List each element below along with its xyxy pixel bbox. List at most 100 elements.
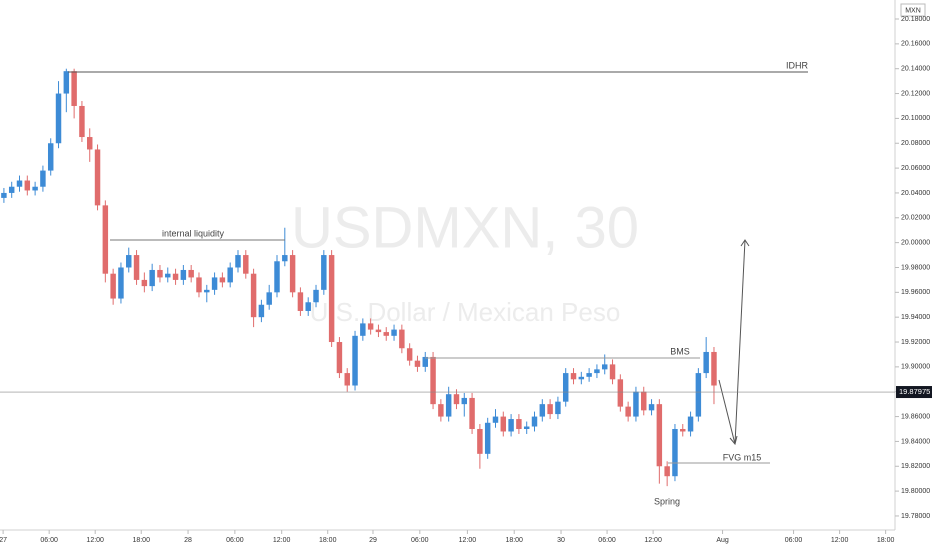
y-tick-label: 19.80000 xyxy=(901,488,930,495)
candle-body xyxy=(313,289,319,303)
candle-body xyxy=(664,466,670,477)
candle-body xyxy=(570,373,577,380)
y-tick-label: 20.04000 xyxy=(901,190,930,197)
y-tick-label: 20.12000 xyxy=(901,90,930,97)
last-price-box xyxy=(896,386,932,399)
x-tick-label: 12:00 xyxy=(459,537,477,544)
candle-body xyxy=(55,93,62,144)
candle-body xyxy=(500,416,507,432)
x-tick-label: 18:00 xyxy=(877,537,895,544)
candle-body xyxy=(648,404,655,411)
last-price-label: 19.87975 xyxy=(899,387,930,396)
candle-body xyxy=(118,267,124,299)
y-tick-label: 19.94000 xyxy=(901,314,930,321)
candle-body xyxy=(352,335,358,386)
candle-body xyxy=(126,255,132,268)
x-tick-label: 18:00 xyxy=(319,537,337,544)
candle-body xyxy=(196,277,202,293)
candle-body xyxy=(336,342,343,374)
x-tick-label: 18:00 xyxy=(132,537,150,544)
x-tick-label: 29 xyxy=(369,537,377,544)
arrowhead xyxy=(729,435,738,446)
y-tick-label: 20.08000 xyxy=(901,140,930,147)
candle-body xyxy=(219,277,226,283)
candle-body xyxy=(63,71,70,94)
candle-body xyxy=(399,329,405,349)
candle-body xyxy=(149,269,155,287)
x-tick-label: 06:00 xyxy=(40,537,58,544)
candle-body xyxy=(531,416,538,427)
candle-body xyxy=(133,255,140,280)
candle-body xyxy=(141,279,148,287)
x-tick-label: 12:00 xyxy=(644,537,662,544)
candle-body xyxy=(601,364,608,370)
fvg-label: FVG m15 xyxy=(723,452,762,462)
y-tick-label: 19.96000 xyxy=(901,289,930,296)
candle-body xyxy=(430,356,436,405)
candle-body xyxy=(703,351,709,374)
candle-body xyxy=(250,273,257,318)
candle-body xyxy=(235,255,241,268)
spring-label: Spring xyxy=(654,496,680,506)
candle-body xyxy=(633,391,639,417)
candle-body xyxy=(282,255,288,262)
y-tick-label: 20.18000 xyxy=(901,16,930,23)
x-tick-label: 28 xyxy=(184,537,192,544)
candle-body xyxy=(71,71,77,106)
candle-body xyxy=(157,269,163,278)
candle-body xyxy=(555,401,561,415)
currency-label: MXN xyxy=(905,7,921,14)
y-tick-label: 20.02000 xyxy=(901,215,930,222)
candle-body xyxy=(16,180,23,187)
candle-body xyxy=(94,149,101,206)
plot xyxy=(1,68,717,487)
y-tick-label: 19.82000 xyxy=(901,463,930,470)
candle-body xyxy=(188,269,194,278)
candle-body xyxy=(258,304,265,318)
y-tick-label: 20.00000 xyxy=(901,239,930,246)
candle-body xyxy=(461,397,468,405)
candle-body xyxy=(79,105,85,138)
projection-path xyxy=(718,239,746,445)
candle-body xyxy=(453,394,460,405)
candle-body xyxy=(211,277,218,290)
candle-body xyxy=(680,428,686,432)
candle-body xyxy=(414,360,421,367)
candle-body xyxy=(523,426,530,429)
candle-body xyxy=(516,419,522,429)
candle-body xyxy=(656,404,663,467)
y-tick-label: 20.14000 xyxy=(901,66,930,73)
candle-body xyxy=(508,419,514,432)
candle-body xyxy=(321,255,327,290)
candle-body xyxy=(578,376,585,380)
x-tick-label: 30 xyxy=(557,537,565,544)
watermark-symbol: USDMXN, 30 xyxy=(291,195,639,260)
candle-body xyxy=(180,269,187,280)
y-tick-label: 19.78000 xyxy=(901,513,930,520)
y-tick-label: 20.06000 xyxy=(901,165,930,172)
y-tick-label: 19.86000 xyxy=(901,413,930,420)
candle-body xyxy=(24,180,31,191)
candle-body xyxy=(243,255,249,274)
x-tick-label: Aug xyxy=(716,537,729,544)
candle-body xyxy=(375,329,382,333)
candle-body xyxy=(547,404,553,415)
candle-body xyxy=(492,416,499,423)
candle-body xyxy=(469,397,475,429)
candle-body xyxy=(102,205,109,274)
x-tick-label: 06:00 xyxy=(226,537,244,544)
candle-body xyxy=(687,416,694,432)
candle-body xyxy=(594,369,600,374)
bms-label: BMS xyxy=(670,346,690,356)
candle-body xyxy=(586,373,592,377)
candle-body xyxy=(266,292,272,305)
y-tick-label: 19.98000 xyxy=(901,264,930,271)
candle-body xyxy=(711,351,717,386)
candle-body xyxy=(328,255,335,343)
candle-body xyxy=(367,323,374,330)
watermark-description: U.S. Dollar / Mexican Peso xyxy=(310,297,621,327)
idhr-label: IDHR xyxy=(786,60,808,70)
x-tick-label: 12:00 xyxy=(273,537,291,544)
